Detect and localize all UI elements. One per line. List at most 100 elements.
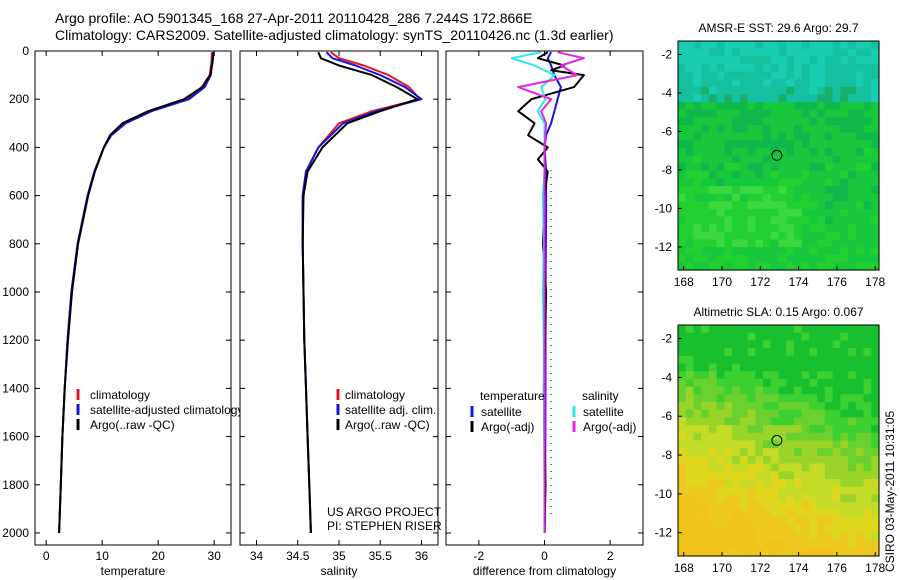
- sla-map-cell: [840, 464, 848, 472]
- sst-map-cell: [755, 224, 763, 232]
- sst-map-cell: [779, 41, 787, 49]
- sla-map-cell: [833, 425, 841, 433]
- sst-map-cell: [701, 186, 709, 194]
- sst-map-cell: [686, 217, 694, 225]
- sst-map-cell: [755, 148, 763, 156]
- sst-map-cell: [678, 94, 686, 102]
- sst-map-cell: [817, 79, 825, 87]
- sst-map-cell: [779, 148, 787, 156]
- sst-map-cell: [856, 156, 864, 164]
- sla-map-cell: [794, 333, 802, 341]
- sst-map-cell: [825, 56, 833, 64]
- sst-map-cell: [763, 201, 771, 209]
- sla-map-cell: [693, 456, 701, 464]
- sst-map-cell: [709, 178, 717, 186]
- temperature-x-axis-label: temperature: [101, 564, 166, 578]
- sla-map-cell: [848, 356, 856, 364]
- sla-map-cell: [848, 364, 856, 372]
- sst-map-cell: [786, 232, 794, 240]
- sla-map-cell: [802, 371, 810, 379]
- sst-map-cell: [755, 194, 763, 202]
- sst-map-cell: [693, 224, 701, 232]
- sst-map-cell: [802, 209, 810, 217]
- sla-map-cell: [817, 325, 825, 333]
- sla-map-x-tick-label: 172: [750, 561, 770, 575]
- sst-map-cell: [771, 64, 779, 72]
- sst-map-cell: [779, 102, 787, 110]
- sla-map-cell: [740, 425, 748, 433]
- sst-map-cell: [724, 64, 732, 72]
- sst-map-cell: [856, 163, 864, 171]
- sla-map-cell: [724, 471, 732, 479]
- sla-map-cell: [732, 410, 740, 418]
- sla-map-cell: [678, 348, 686, 356]
- sst-map-cell: [740, 255, 748, 263]
- sla-map-cell: [871, 502, 879, 510]
- sla-map-cell: [809, 441, 817, 449]
- sla-map-cell: [817, 387, 825, 395]
- sst-map-cell: [693, 209, 701, 217]
- sst-map-cell: [763, 102, 771, 110]
- sst-map-cell: [856, 178, 864, 186]
- sla-map-cell: [802, 394, 810, 402]
- sst-map-cell: [871, 117, 879, 125]
- sst-map-cell: [833, 255, 841, 263]
- sla-map-cell: [763, 525, 771, 533]
- sst-map-cell: [724, 102, 732, 110]
- temperature-y-tick-label: 0: [22, 44, 29, 58]
- sla-map-cell: [786, 533, 794, 541]
- sla-map-cell: [840, 333, 848, 341]
- sla-map-cell: [678, 379, 686, 387]
- sla-map-cell: [864, 479, 872, 487]
- sst-map-cell: [833, 247, 841, 255]
- sla-map-cell: [840, 448, 848, 456]
- sla-map-cell: [709, 510, 717, 518]
- sla-map-cell: [809, 333, 817, 341]
- sla-map-cell: [771, 410, 779, 418]
- sla-map-cell: [856, 364, 864, 372]
- sst-map-cell: [771, 262, 779, 270]
- sla-map-cell: [732, 502, 740, 510]
- sst-map-cell: [848, 209, 856, 217]
- sst-map-cell: [856, 72, 864, 80]
- sst-map-cell: [732, 209, 740, 217]
- sla-map-cell: [732, 479, 740, 487]
- sst-map-cell: [740, 201, 748, 209]
- sst-map-cell: [763, 125, 771, 133]
- sst-map-cell: [717, 49, 725, 57]
- sla-map-cell: [856, 456, 864, 464]
- sla-map-cell: [740, 394, 748, 402]
- sla-map-cell: [871, 410, 879, 418]
- sla-map-cell: [709, 371, 717, 379]
- sst-map-cell: [786, 125, 794, 133]
- sst-map-cell: [701, 171, 709, 179]
- sst-map-cell: [802, 64, 810, 72]
- sst-map-cell: [693, 255, 701, 263]
- sla-map-cell: [771, 356, 779, 364]
- sla-map-cell: [740, 510, 748, 518]
- salinity-legend-label: climatology: [345, 388, 405, 402]
- sst-map-cell: [794, 110, 802, 118]
- sla-map-cell: [817, 541, 825, 549]
- sla-map-cell: [856, 371, 864, 379]
- sla-map-cell: [709, 364, 717, 372]
- sst-map-cell: [709, 217, 717, 225]
- sla-map-cell: [864, 525, 872, 533]
- sla-map-cell: [724, 333, 732, 341]
- sst-map-cell: [755, 87, 763, 95]
- sla-map-cell: [693, 364, 701, 372]
- sla-map-cell: [833, 518, 841, 526]
- sst-map-cell: [856, 186, 864, 194]
- sst-map-cell: [864, 156, 872, 164]
- sla-map-cell: [732, 548, 740, 556]
- temperature-x-tick-label: 0: [43, 549, 50, 563]
- sst-map-cell: [763, 56, 771, 64]
- sst-map-cell: [809, 102, 817, 110]
- sla-map-cell: [840, 541, 848, 549]
- sla-map-cell: [686, 417, 694, 425]
- sst-map-cell: [871, 232, 879, 240]
- sla-map-cell: [701, 417, 709, 425]
- sla-map-cell: [809, 541, 817, 549]
- sst-map-cell: [809, 64, 817, 72]
- sla-map-cell: [693, 541, 701, 549]
